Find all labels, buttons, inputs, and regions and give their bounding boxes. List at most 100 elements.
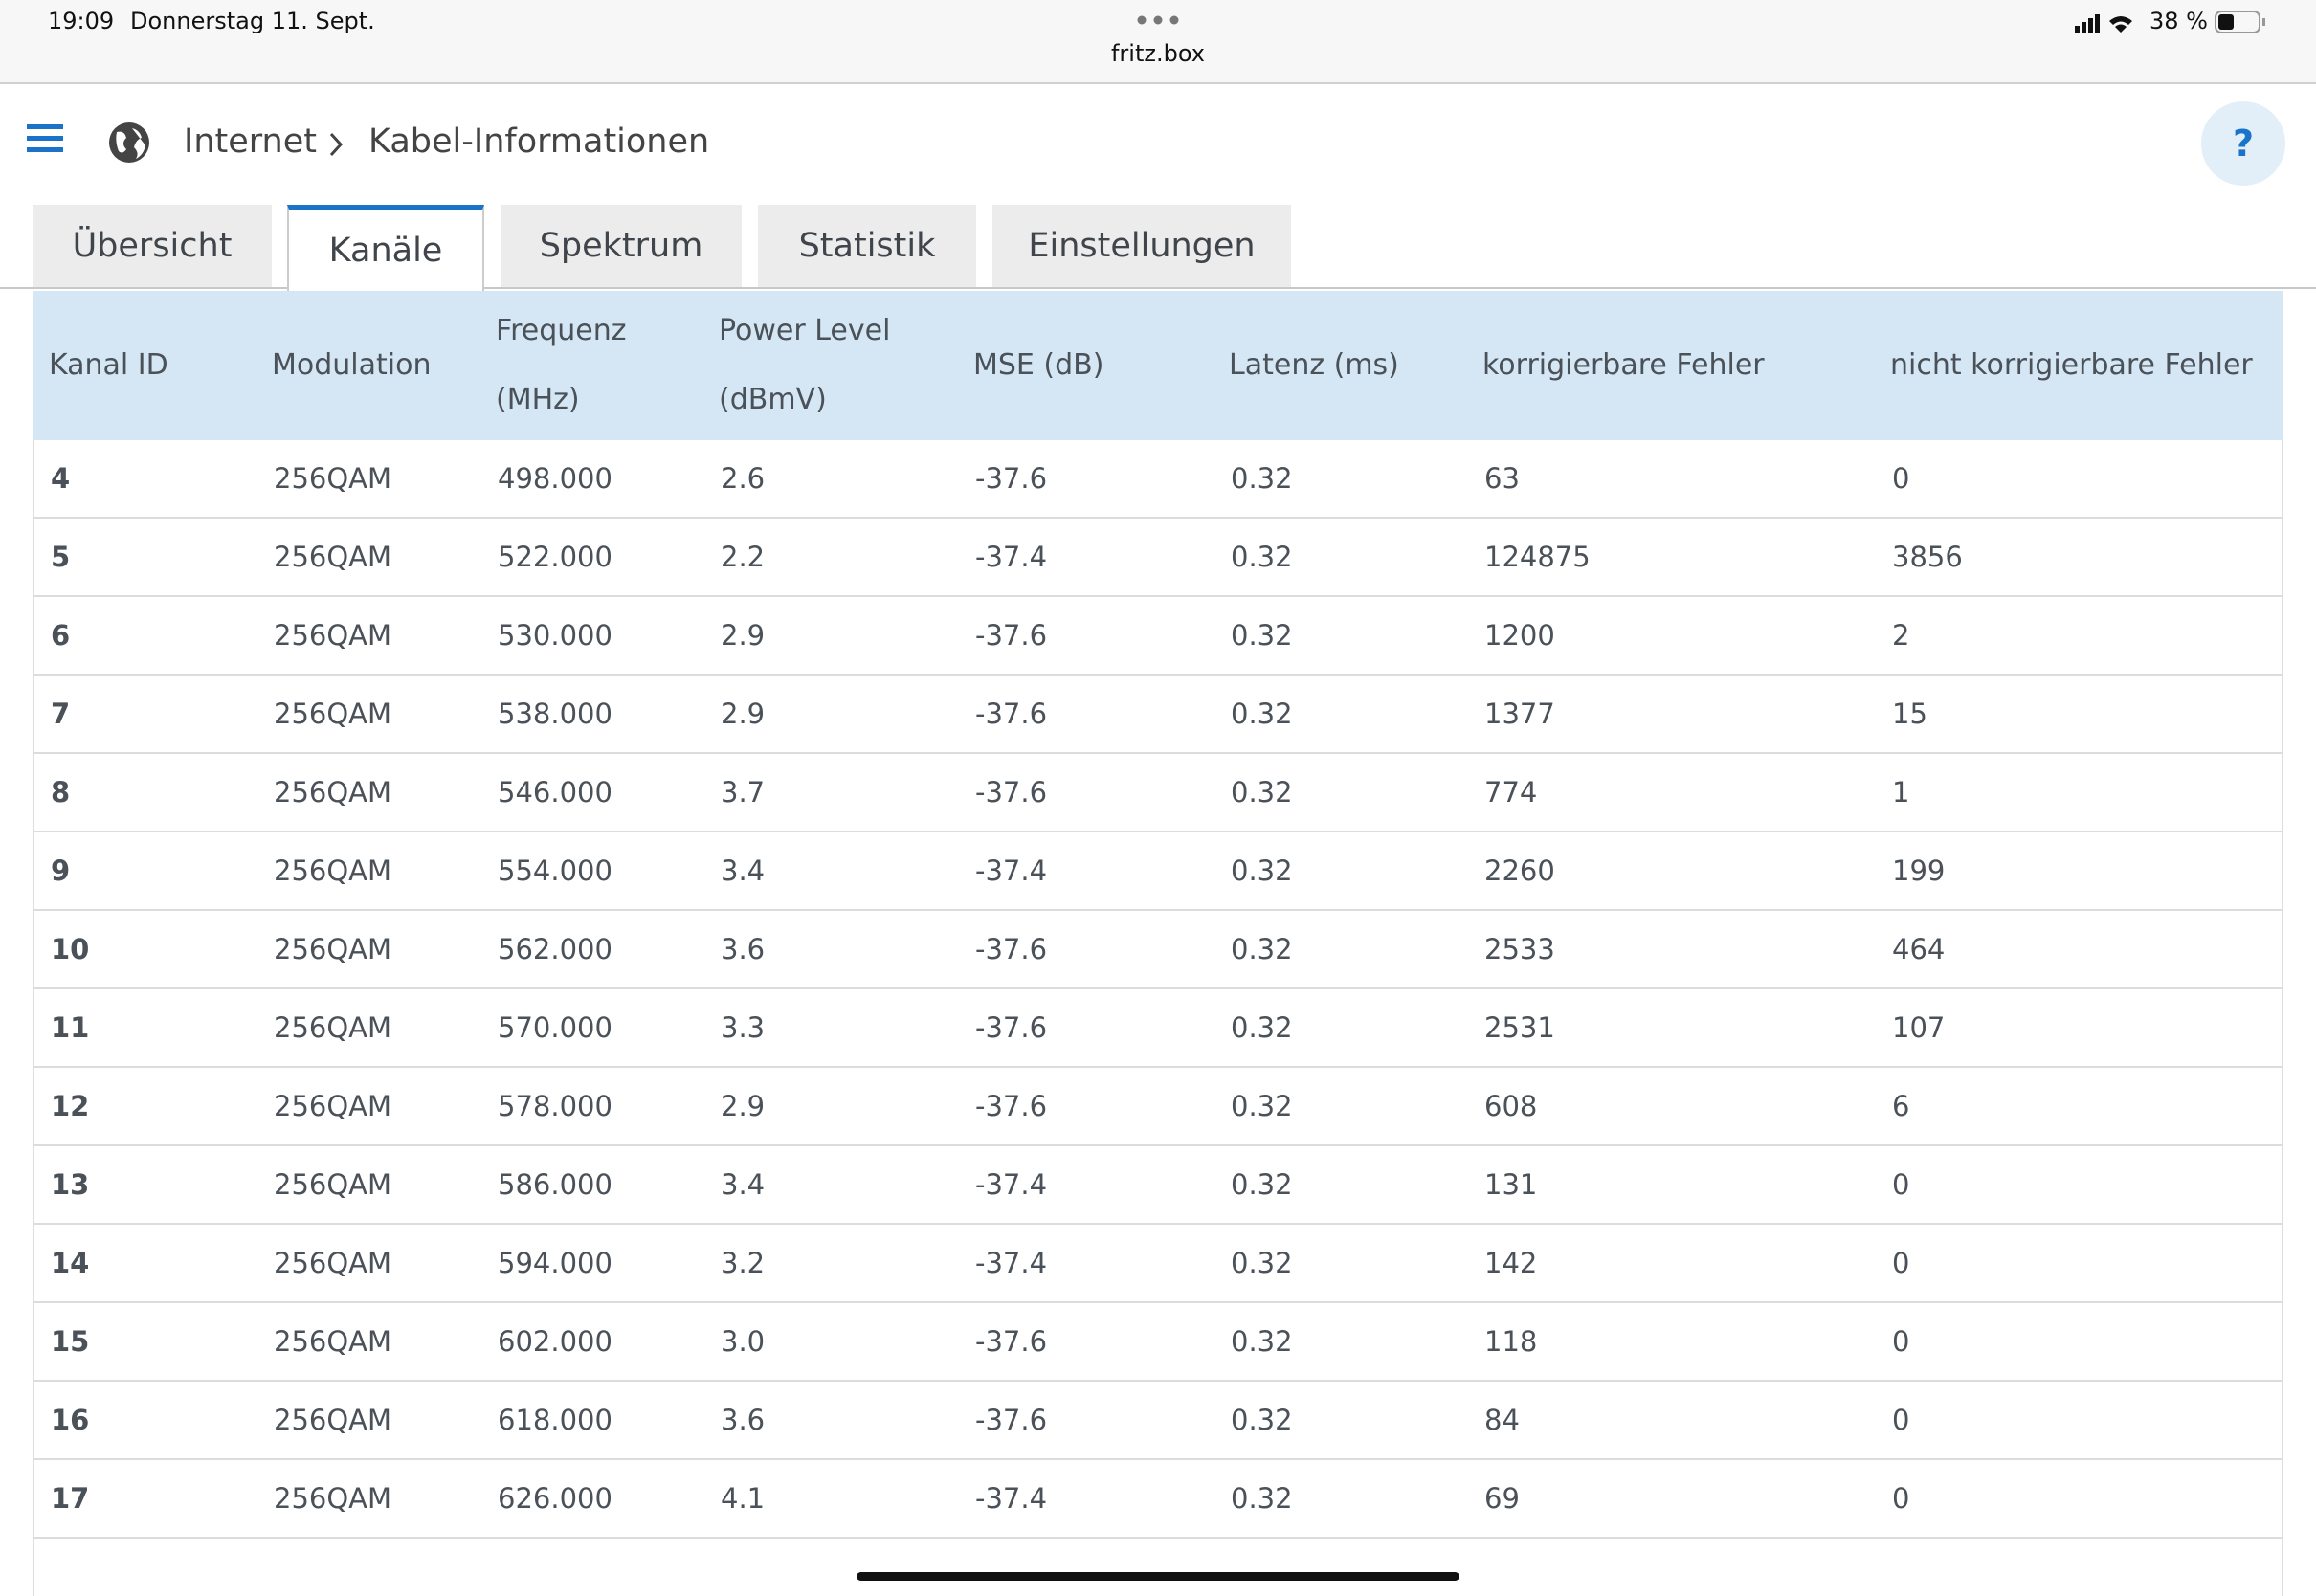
table-cell: 2.2 (721, 541, 766, 573)
status-bar: 19:09 Donnerstag 11. Sept. fritz.box 38 … (0, 0, 2316, 84)
table-row: 15 256QAM 602.000 3.0 -37.6 0.32 118 0 (34, 1303, 2282, 1382)
table-row: 10 256QAM 562.000 3.6 -37.6 0.32 2533 464 (34, 911, 2282, 989)
table-cell: 12 (51, 1090, 90, 1122)
table-cell: 0.32 (1231, 1404, 1293, 1436)
table-cell: 3.3 (721, 1011, 766, 1044)
table-cell: -37.4 (975, 1482, 1048, 1515)
table-cell: -37.6 (975, 619, 1048, 652)
table-cell: 16 (51, 1404, 90, 1436)
table-cell: -37.6 (975, 776, 1048, 809)
table-cell: 3.4 (721, 1168, 766, 1201)
column-header: Latenz (ms) (1229, 348, 1399, 382)
breadcrumb-item: Kabel-Informationen (368, 122, 710, 161)
tab-active[interactable]: Kanäle (287, 205, 484, 291)
table-cell: 256QAM (274, 854, 392, 887)
table-cell: 774 (1484, 776, 1538, 809)
table-cell: 2.9 (721, 1090, 766, 1122)
table-cell: 0 (1892, 1404, 1910, 1436)
table-cell: 0 (1892, 1247, 1910, 1279)
table-cell: 2.6 (721, 462, 766, 495)
globe-icon (109, 122, 149, 163)
tab[interactable]: Statistik (758, 205, 976, 287)
table-cell: -37.6 (975, 698, 1048, 730)
table-cell: 84 (1484, 1404, 1520, 1436)
table-cell: 0 (1892, 1325, 1910, 1358)
table-cell: 199 (1892, 854, 1946, 887)
column-header: Kanal ID (49, 348, 168, 382)
table-cell: 0.32 (1231, 933, 1293, 965)
table-cell: 6 (51, 619, 71, 652)
table-cell: 11 (51, 1011, 90, 1044)
table-cell: 0.32 (1231, 1011, 1293, 1044)
table-cell: 256QAM (274, 933, 392, 965)
table-cell: 4 (51, 462, 71, 495)
table-cell: 538.000 (498, 698, 612, 730)
table-cell: 63 (1484, 462, 1520, 495)
table-cell: 3856 (1892, 541, 1963, 573)
table-cell: 124875 (1484, 541, 1591, 573)
table-cell: 15 (1892, 698, 1927, 730)
table-cell: 256QAM (274, 698, 392, 730)
help-button[interactable]: ? (2201, 101, 2285, 186)
table-cell: 522.000 (498, 541, 612, 573)
table-row: 16 256QAM 618.000 3.6 -37.6 0.32 84 0 (34, 1382, 2282, 1460)
table-cell: 626.000 (498, 1482, 612, 1515)
url[interactable]: fritz.box (1110, 40, 1205, 67)
table-cell: 7 (51, 698, 71, 730)
table-cell: 0 (1892, 1482, 1910, 1515)
table-row: 5 256QAM 522.000 2.2 -37.4 0.32 124875 3856 (34, 519, 2282, 597)
column-header: Power Level (dBmV) (719, 314, 891, 416)
table-cell: 1200 (1484, 619, 1555, 652)
signal-wifi (2075, 14, 2132, 33)
table-row: 17 256QAM 626.000 4.1 -37.4 0.32 69 0 (34, 1460, 2282, 1539)
table-row: 8 256QAM 546.000 3.7 -37.6 0.32 774 1 (34, 754, 2282, 832)
table-cell: 2 (1892, 619, 1910, 652)
table-cell: 256QAM (274, 1090, 392, 1122)
table-cell: 5 (51, 541, 71, 573)
breadcrumb-separator (329, 132, 344, 157)
table-cell: 594.000 (498, 1247, 612, 1279)
table-cell: 15 (51, 1325, 90, 1358)
table-cell: 608 (1484, 1090, 1538, 1122)
home-indicator (857, 1572, 1459, 1581)
table-cell: 3.0 (721, 1325, 766, 1358)
table-cell: 256QAM (274, 1247, 392, 1279)
table-row: 13 256QAM 586.000 3.4 -37.4 0.32 131 0 (34, 1146, 2282, 1225)
table-cell: 0 (1892, 462, 1910, 495)
table-cell: 3.2 (721, 1247, 766, 1279)
table-cell: 6 (1892, 1090, 1910, 1122)
table-cell: 3.6 (721, 1404, 766, 1436)
table-cell: 0.32 (1231, 1168, 1293, 1201)
time: 19:09 (48, 8, 115, 34)
battery-icon (2215, 11, 2265, 33)
table-cell: 586.000 (498, 1168, 612, 1201)
table-cell: 0.32 (1231, 1325, 1293, 1358)
table-cell: 1377 (1484, 698, 1555, 730)
tab[interactable]: Übersicht (33, 205, 272, 287)
tab[interactable]: Spektrum (501, 205, 742, 287)
table-cell: 578.000 (498, 1090, 612, 1122)
table-cell: 3.6 (721, 933, 766, 965)
table-cell: 256QAM (274, 462, 392, 495)
table-cell: -37.4 (975, 1247, 1048, 1279)
breadcrumb-item[interactable]: Internet (184, 122, 317, 161)
tab[interactable]: Einstellungen (992, 205, 1291, 287)
table-cell: 10 (51, 933, 90, 965)
table-cell: 0.32 (1231, 1090, 1293, 1122)
table-cell: 2.9 (721, 698, 766, 730)
table-cell: 14 (51, 1247, 90, 1279)
table-cell: 0.32 (1231, 1482, 1293, 1515)
table-cell: 0.32 (1231, 776, 1293, 809)
table-cell: 256QAM (274, 541, 392, 573)
table-cell: 0.32 (1231, 541, 1293, 573)
table-cell: 3.4 (721, 854, 766, 887)
column-header: MSE (dB) (973, 348, 1104, 382)
menu-icon[interactable] (27, 122, 65, 155)
table-cell: 256QAM (274, 1482, 392, 1515)
table-cell: 0 (1892, 1168, 1910, 1201)
table-cell: -37.6 (975, 462, 1048, 495)
table-header: Kanal ID Modulation Frequenz (MHz) Power Le… (33, 291, 2283, 440)
table-cell: 256QAM (274, 1404, 392, 1436)
table-cell: 256QAM (274, 619, 392, 652)
